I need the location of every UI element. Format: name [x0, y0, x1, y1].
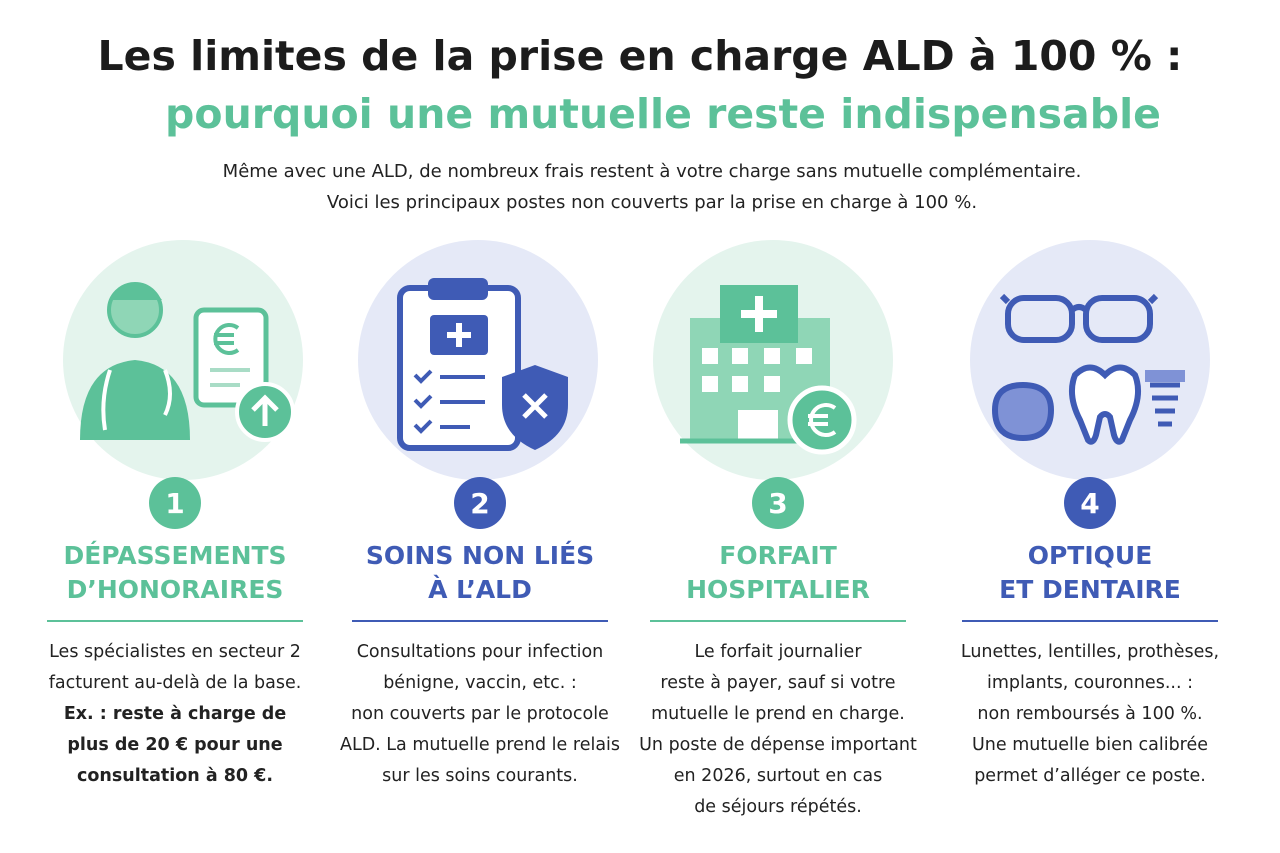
column-number: 4 [1080, 487, 1099, 520]
column-text: mutuelle le prend en charge. [651, 704, 905, 724]
column-text: non remboursés à 100 %. [977, 704, 1202, 724]
number-badge [1064, 477, 1116, 529]
intro-line: Voici les principaux postes non couverts… [327, 192, 977, 213]
column-heading: FORFAIT [719, 541, 837, 570]
column-text: Les spécialistes en secteur 2 [49, 642, 301, 662]
column-heading: HOSPITALIER [686, 575, 870, 604]
column-text: sur les soins courants. [382, 766, 578, 786]
optical-dental-icon [991, 293, 1185, 445]
column-text: Un poste de dépense important [639, 735, 917, 755]
column-text: en 2026, surtout en cas [674, 766, 882, 786]
number-badge [454, 477, 506, 529]
column-text: Une mutuelle bien calibrée [972, 735, 1208, 755]
number-badge [752, 477, 804, 529]
column-text: reste à payer, sauf si votre [660, 673, 895, 693]
number-badge [149, 477, 201, 529]
doctor-icon [80, 282, 295, 442]
column-text: Le forfait journalier [694, 642, 862, 662]
clipboard-icon [397, 278, 568, 451]
column-text: de séjours répétés. [694, 797, 862, 817]
column-text: Lunettes, lentilles, prothèses, [961, 642, 1219, 662]
column-text: ALD. La mutuelle prend le relais [340, 735, 620, 755]
column-heading: SOINS NON LIÉS [366, 541, 594, 570]
title: Les limites de la prise en charge ALD à … [98, 32, 1183, 80]
hospital-icon [680, 285, 857, 455]
column-heading: ET DENTAIRE [999, 575, 1181, 604]
column-heading: À L’ALD [428, 575, 532, 604]
column-text: facturent au-delà de la base. [49, 673, 302, 693]
column-number: 3 [768, 487, 787, 520]
title-accent: pourquoi une mutuelle reste indispensabl… [165, 90, 1161, 138]
column-number: 1 [165, 487, 184, 520]
column-heading: D’HONORAIRES [67, 575, 284, 604]
columns: 1 DÉPASSEMENTS D’HONORAIRES Les spécialiste… [47, 477, 1219, 817]
column-text: bénigne, vaccin, etc. : [383, 673, 577, 693]
column-emphasis: consultation à 80 €. [77, 766, 273, 786]
intro-line: Même avec une ALD, de nombreux frais res… [223, 161, 1082, 182]
column-heading: OPTIQUE [1028, 541, 1153, 570]
column-text: permet d’alléger ce poste. [974, 766, 1206, 786]
column-text: Consultations pour infection [357, 642, 604, 662]
column-text: implants, couronnes... : [987, 673, 1193, 693]
column-number: 2 [470, 487, 489, 520]
column-emphasis: Ex. : reste à charge de [64, 704, 287, 724]
column-heading: DÉPASSEMENTS [63, 541, 286, 570]
column-emphasis: plus de 20 € pour une [67, 735, 282, 755]
column-text: non couverts par le protocole [351, 704, 609, 724]
